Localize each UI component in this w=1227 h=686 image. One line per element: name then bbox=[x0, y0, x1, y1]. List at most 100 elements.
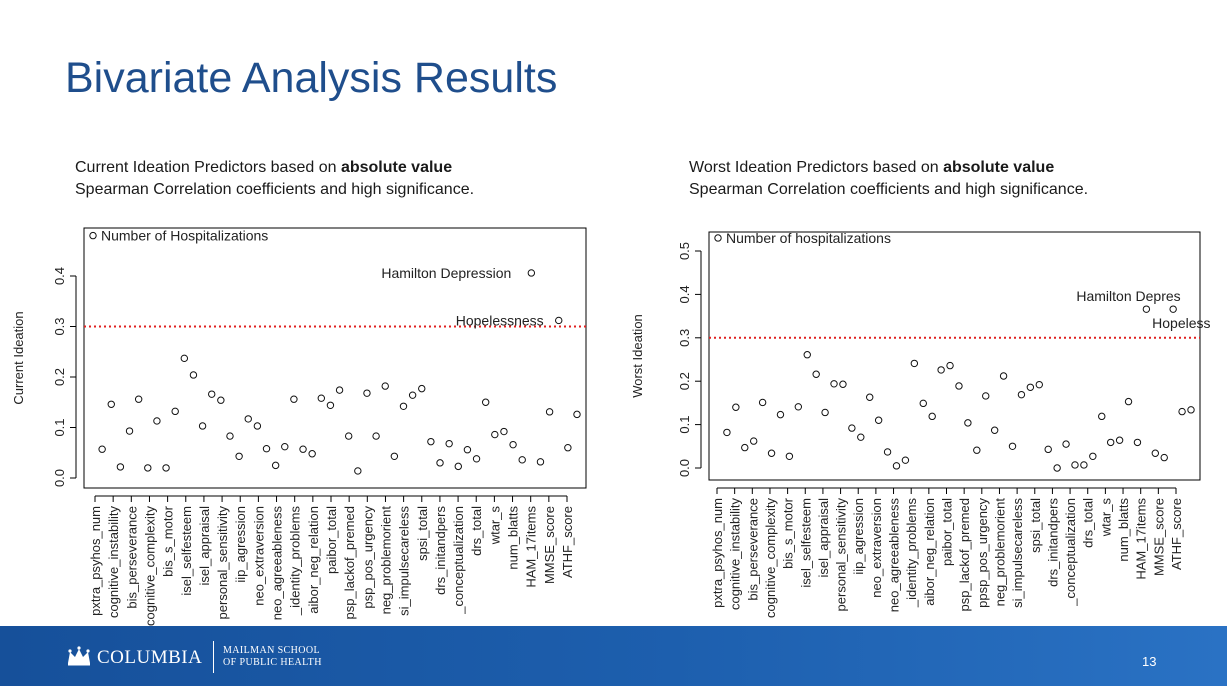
x-tick-label: _identity_problems bbox=[288, 506, 303, 617]
data-point bbox=[134, 395, 143, 403]
x-tick-label: _identity_problems bbox=[904, 498, 919, 609]
y-tick-label: 0.1 bbox=[677, 416, 692, 434]
data-point bbox=[89, 231, 97, 240]
data-point bbox=[281, 442, 289, 451]
data-point bbox=[162, 464, 170, 472]
data-point bbox=[418, 384, 426, 393]
data-point bbox=[1089, 452, 1097, 460]
caption-current-ideation: Current Ideation Predictors based on abs… bbox=[75, 157, 474, 201]
x-tick-label: neo_agreeableness bbox=[270, 506, 285, 621]
data-point bbox=[732, 403, 740, 411]
point-annotation: Number of Hospitalizations bbox=[101, 228, 268, 244]
data-point bbox=[509, 440, 517, 449]
data-point bbox=[171, 407, 179, 416]
data-point bbox=[354, 467, 362, 475]
x-tick-label: drs_initandpers bbox=[1045, 498, 1060, 587]
x-tick-label: spsi_total bbox=[415, 506, 430, 561]
data-point bbox=[1142, 305, 1151, 313]
x-tick-label: psp_lackof_premed bbox=[957, 498, 972, 611]
x-tick-label: paibor_total bbox=[324, 506, 339, 574]
data-point bbox=[946, 361, 954, 370]
caption-worst-ideation: Worst Ideation Predictors based on absol… bbox=[689, 157, 1088, 201]
x-tick-label: ATHF_score bbox=[560, 506, 575, 578]
x-tick-label: aibor_neg_relation bbox=[306, 506, 321, 614]
y-axis-title: Worst Ideation bbox=[630, 314, 645, 398]
data-point bbox=[326, 401, 335, 409]
data-point bbox=[445, 439, 453, 448]
x-tick-label: neo_extraversion bbox=[869, 498, 884, 598]
x-tick-label: HAM_17items bbox=[524, 506, 539, 588]
data-point bbox=[1133, 438, 1142, 447]
x-tick-label: wtar_s bbox=[487, 506, 502, 546]
data-point bbox=[866, 393, 874, 401]
x-tick-label: iip_agression bbox=[233, 506, 248, 583]
caption-text: Current Ideation Predictors based on bbox=[75, 159, 341, 176]
data-point bbox=[290, 395, 298, 403]
x-tick-label: pxtra_psyhos_num bbox=[88, 506, 103, 616]
point-annotation: Hopeless bbox=[1152, 315, 1210, 331]
x-tick-label: neg_problemorient bbox=[378, 506, 393, 615]
x-tick-label: num_blatts bbox=[1116, 498, 1131, 562]
y-axis-title: Current Ideation bbox=[11, 311, 26, 404]
data-point bbox=[125, 427, 134, 435]
data-point bbox=[883, 448, 892, 456]
data-point bbox=[481, 398, 490, 406]
data-point bbox=[180, 354, 189, 363]
data-point bbox=[937, 366, 945, 374]
data-point bbox=[1098, 412, 1106, 421]
data-point bbox=[901, 456, 910, 464]
x-tick-label: spsi_total bbox=[1028, 498, 1043, 553]
data-point bbox=[1124, 397, 1133, 406]
data-point bbox=[767, 449, 776, 457]
slide-title: Bivariate Analysis Results bbox=[65, 54, 558, 102]
data-point bbox=[919, 399, 927, 408]
data-point bbox=[564, 444, 572, 452]
data-point bbox=[1160, 453, 1168, 462]
data-point bbox=[555, 316, 563, 325]
caption-bold-text: absolute value bbox=[943, 159, 1055, 176]
x-tick-label: cognitive_complexity bbox=[142, 506, 157, 626]
x-tick-label: drs_initandpers bbox=[433, 506, 448, 595]
data-point bbox=[723, 428, 731, 437]
current-ideation-scatter-plot: 0.0 0.1 0.2 0.3 0.4 Current Ideation pxtra_psy… bbox=[11, 227, 587, 626]
x-tick-label: _conceptualization bbox=[1063, 498, 1078, 607]
caption-bold-text: absolute value bbox=[340, 159, 453, 176]
data-point bbox=[189, 371, 198, 379]
x-tick-label: isel_selfesteem bbox=[798, 498, 813, 588]
data-point bbox=[527, 269, 536, 277]
data-point bbox=[472, 455, 481, 463]
x-tick-label: bis_perseverance bbox=[124, 506, 139, 609]
y-tick-label: 0.1 bbox=[52, 418, 67, 436]
data-point bbox=[1151, 449, 1160, 457]
data-point bbox=[244, 415, 252, 423]
data-point bbox=[208, 390, 216, 398]
caption-text: Worst Ideation Predictors based on bbox=[689, 159, 944, 176]
x-tick-label: cognitive_instability bbox=[728, 498, 743, 611]
data-point bbox=[153, 417, 161, 425]
x-tick-label: drs_total bbox=[1081, 498, 1096, 548]
data-point bbox=[463, 446, 472, 454]
x-tick-label: isel_selfesteem bbox=[179, 506, 194, 596]
plot-frame bbox=[83, 227, 587, 489]
school-name: MAILMAN SCHOOL OF PUBLIC HEALTH bbox=[223, 645, 322, 669]
data-point bbox=[1106, 438, 1115, 447]
data-point bbox=[990, 426, 999, 434]
caption-line-2: Spearman Correlation coefficients and hi… bbox=[689, 181, 1089, 198]
data-point bbox=[399, 402, 408, 410]
y-tick-label: 0.4 bbox=[677, 285, 692, 303]
data-point bbox=[928, 412, 936, 421]
data-point bbox=[1026, 383, 1035, 391]
data-point bbox=[1035, 380, 1043, 389]
data-point bbox=[1053, 464, 1061, 472]
data-point bbox=[198, 422, 207, 430]
data-point bbox=[964, 419, 972, 427]
data-point bbox=[982, 392, 990, 400]
data-point bbox=[973, 446, 981, 454]
y-tick-label: 0.0 bbox=[52, 469, 67, 487]
data-point bbox=[749, 437, 758, 445]
data-point bbox=[317, 394, 326, 402]
school-name-line-2: OF PUBLIC HEALTH bbox=[223, 657, 322, 668]
worst-ideation-scatter-plot: 0.0 0.1 0.2 0.3 0.4 0.5 Worst Ideation pxtra_ps… bbox=[630, 230, 1211, 618]
x-tick-label: drs_total bbox=[469, 506, 484, 556]
data-point bbox=[116, 463, 125, 471]
